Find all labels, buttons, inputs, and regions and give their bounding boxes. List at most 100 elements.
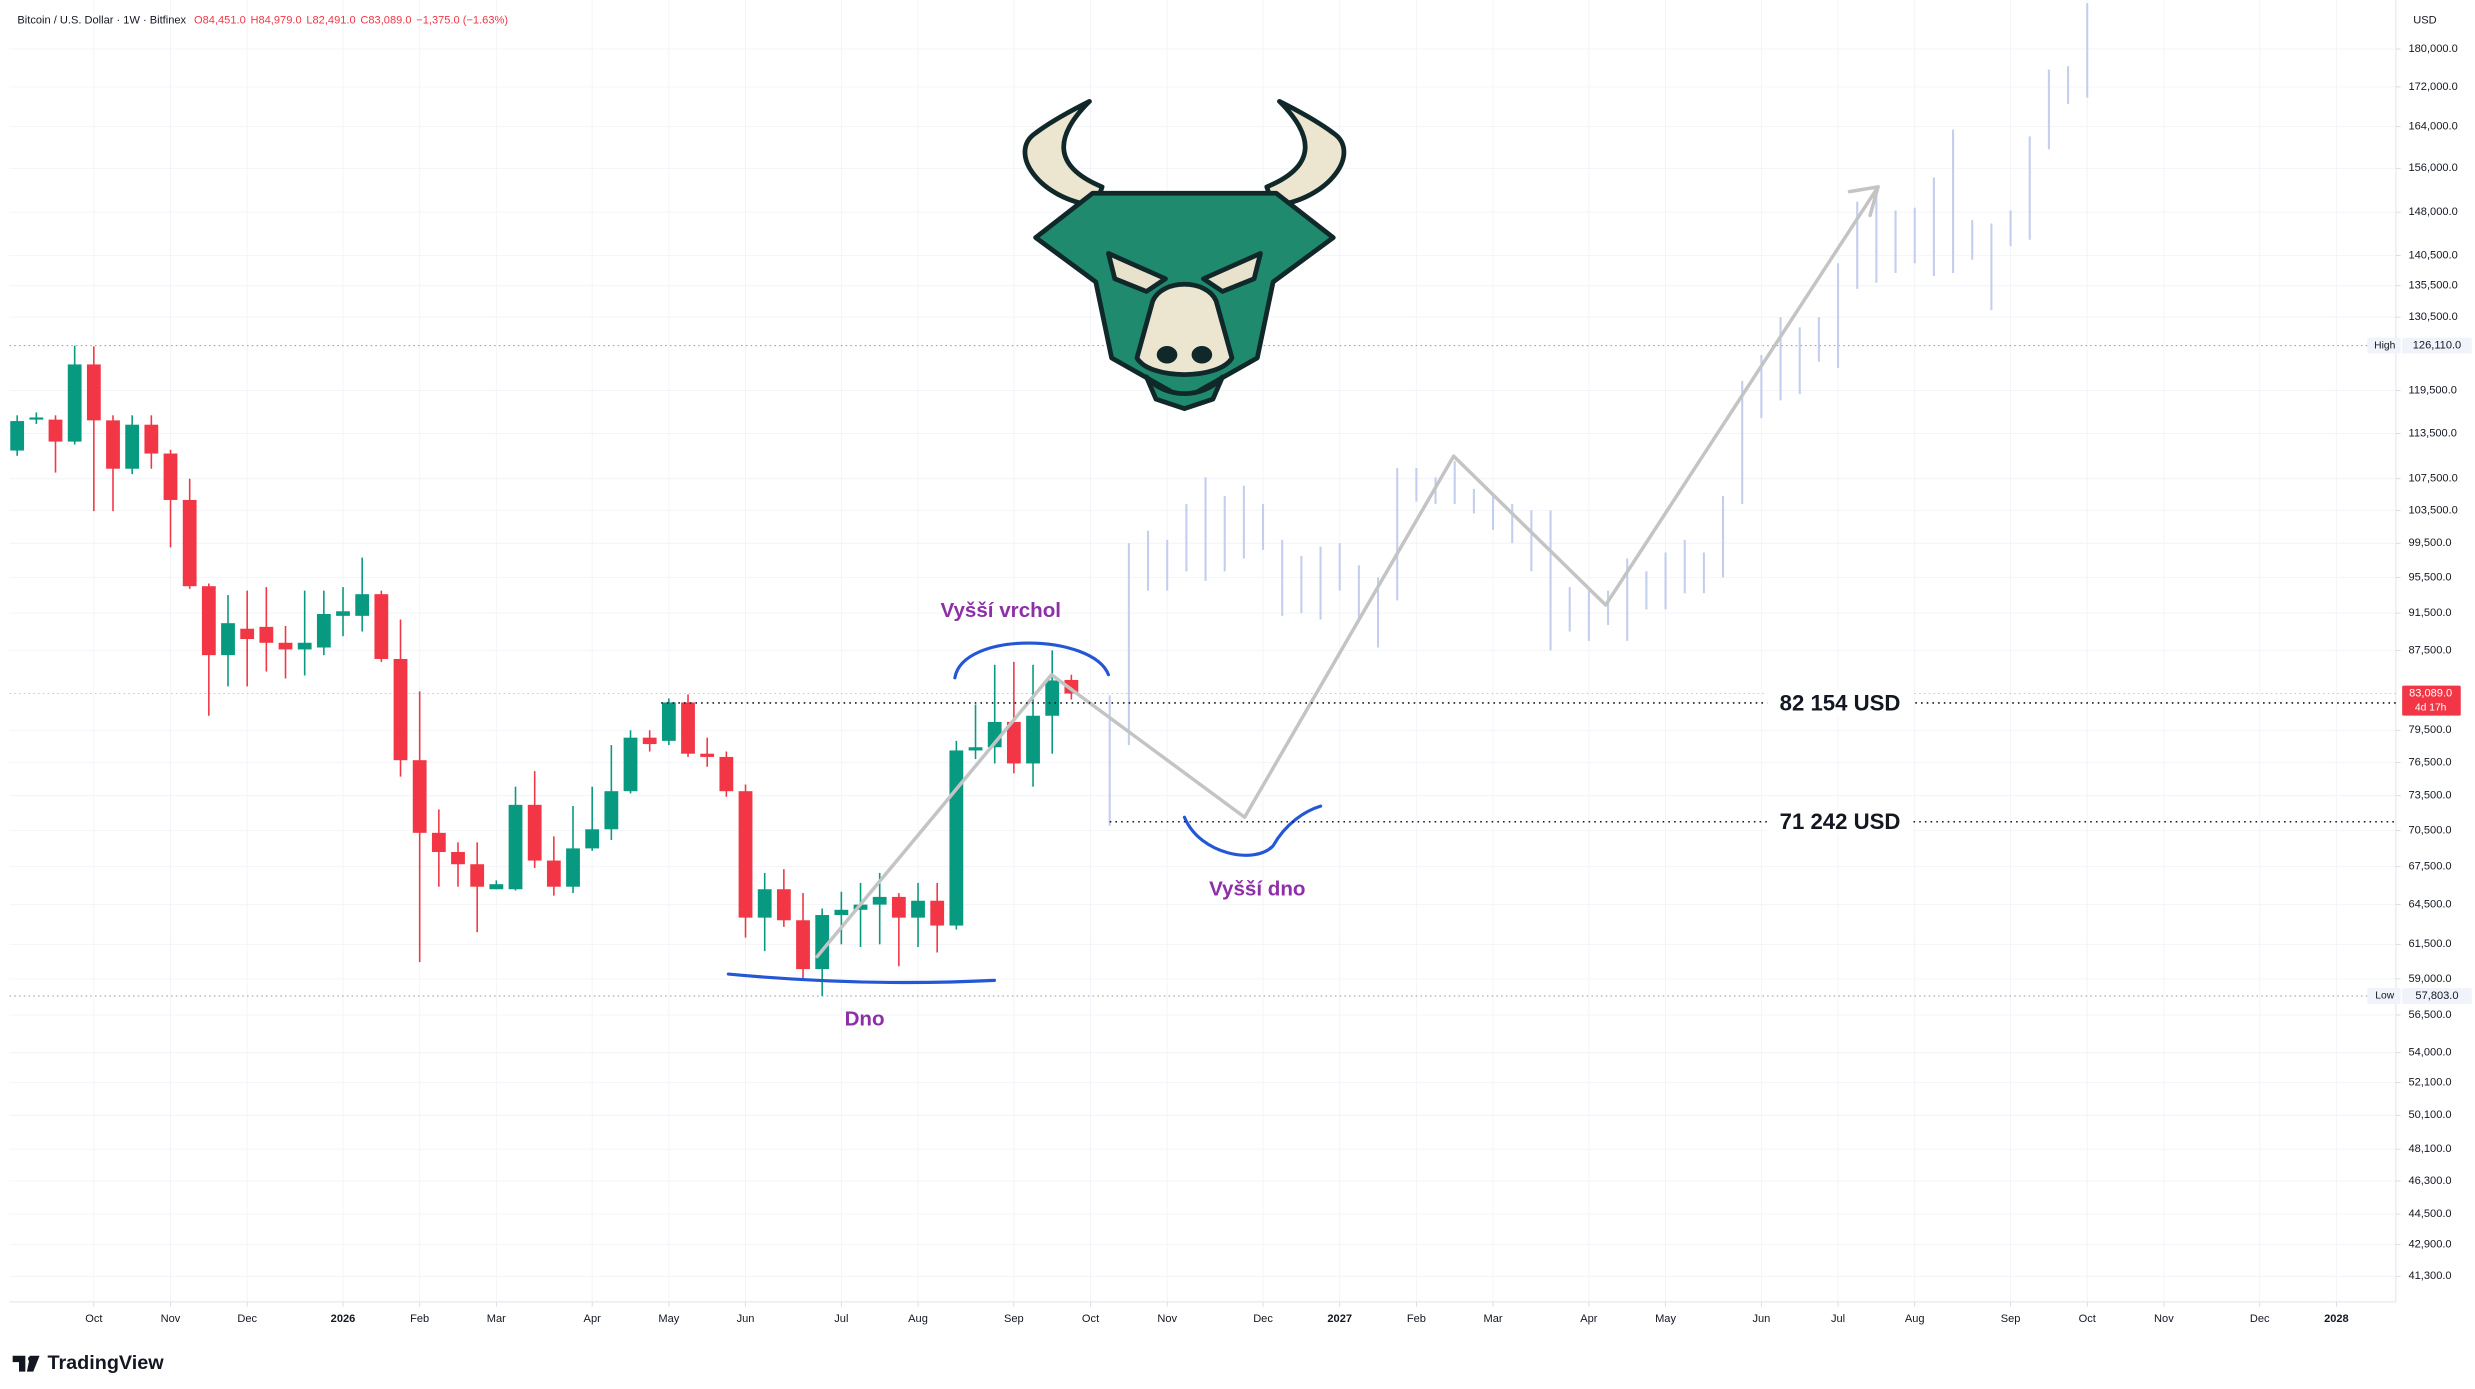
y-tick-label: 156,000.0 <box>2408 162 2457 174</box>
bottom-curve <box>726 972 997 985</box>
x-tick-label: Jul <box>1831 1313 1845 1325</box>
candle-body <box>259 626 274 643</box>
y-tick-label: 64,500.0 <box>2408 899 2451 911</box>
annotation: Vyšší dno <box>1209 878 1305 901</box>
x-tick-label: Mar <box>1484 1313 1503 1325</box>
x-tick-label: Jun <box>737 1313 755 1325</box>
right-nostril <box>1191 346 1213 364</box>
y-tick-label: 91,500.0 <box>2408 607 2451 619</box>
y-tick-label: 180,000.0 <box>2408 43 2457 55</box>
high-value-bg <box>2402 337 2472 354</box>
candle-body <box>1045 680 1060 716</box>
candle-body <box>776 889 791 921</box>
candle-body <box>201 586 216 656</box>
candle-body <box>546 860 561 887</box>
candle-body <box>681 702 695 754</box>
candle-body <box>508 804 523 890</box>
y-tick-label: 87,500.0 <box>2408 644 2451 656</box>
y-tick-label: 44,500.0 <box>2408 1208 2451 1220</box>
y-tick-label: 61,500.0 <box>2408 938 2451 950</box>
x-tick-label: Sep <box>2001 1313 2021 1325</box>
left-horn <box>1022 98 1105 209</box>
high-value: 126,110.0 <box>2413 340 2461 352</box>
overlay-layer: Bitcoin / U.S. Dollar · 1W · Bitfinex O84… <box>17 15 2472 1325</box>
y-tick-label: 103,500.0 <box>2408 504 2457 516</box>
candle-body <box>700 753 715 757</box>
zigzag <box>815 185 1880 959</box>
x-tick-label: Jun <box>1752 1313 1770 1325</box>
x-tick-label: 2028 <box>2324 1313 2349 1325</box>
last-price: 83,089.0 <box>2409 687 2452 699</box>
y-tick-label: 52,100.0 <box>2408 1077 2451 1089</box>
y-tick-label: 73,500.0 <box>2408 790 2451 802</box>
x-tick-label: Feb <box>1407 1313 1426 1325</box>
candle-body <box>834 909 849 916</box>
x-tick-label: Dec <box>2250 1313 2270 1325</box>
candle-body <box>48 419 63 442</box>
candle-body <box>374 594 389 659</box>
candle-body <box>182 499 197 587</box>
candle-body <box>872 896 887 905</box>
pattern-curves <box>726 641 1323 985</box>
candle-body <box>1026 715 1040 764</box>
countdown: 4d 17h <box>2415 702 2447 713</box>
x-tick-label: Apr <box>584 1313 602 1325</box>
y-tick-label: 46,300.0 <box>2408 1175 2451 1187</box>
x-tick-label: Nov <box>161 1313 181 1325</box>
x-tick-label: Oct <box>2079 1313 2096 1325</box>
chart-header: Bitcoin / U.S. Dollar · 1W · Bitfinex O84… <box>17 15 508 27</box>
y-tick-label: 79,500.0 <box>2408 724 2451 736</box>
y-tick-label: 41,300.0 <box>2408 1270 2451 1282</box>
x-tick-label: Aug <box>1905 1313 1925 1325</box>
change: −1,375.0 (−1.63%) <box>416 15 508 27</box>
candle-body <box>316 614 331 648</box>
right-horn <box>1264 98 1347 209</box>
y-unit: USD <box>2413 15 2436 27</box>
x-tick-label: Oct <box>1082 1313 1099 1325</box>
left-eye <box>1106 251 1168 294</box>
right-eye <box>1201 251 1263 294</box>
candle-body <box>470 864 485 887</box>
candle-body <box>930 900 945 926</box>
candle-body <box>355 594 370 616</box>
ohlc-value: O84,451.0 <box>194 15 246 27</box>
candle-body <box>1006 721 1021 764</box>
bull-logo <box>1022 98 1347 411</box>
projection-path <box>815 185 1880 959</box>
candle-body <box>29 417 44 420</box>
candle-body <box>642 737 657 745</box>
annotation: Vyšší vrchol <box>941 599 1061 622</box>
candle-body <box>221 623 235 656</box>
x-tick-label: Nov <box>1157 1313 1177 1325</box>
y-tick-label: 70,500.0 <box>2408 824 2451 836</box>
candle-body <box>163 453 178 500</box>
x-tick-label: Aug <box>908 1313 928 1325</box>
mouth <box>1144 374 1225 411</box>
candle-body <box>719 756 734 792</box>
y-tick-label: 99,500.0 <box>2408 537 2451 549</box>
candle-body <box>489 884 504 890</box>
candle-body <box>67 364 82 442</box>
y-tick-label: 54,000.0 <box>2408 1047 2451 1059</box>
top-curve <box>953 641 1111 680</box>
candle-body <box>297 642 312 650</box>
y-tick-label: 59,000.0 <box>2408 973 2451 985</box>
x-tick-label: Nov <box>2154 1313 2174 1325</box>
candle-body <box>106 420 120 469</box>
candle-body <box>125 424 140 469</box>
candle-body <box>585 829 600 849</box>
candle-body <box>661 702 676 741</box>
high-tag: High <box>2374 340 2395 351</box>
y-tick-label: 42,900.0 <box>2408 1239 2451 1251</box>
ohlc-value: L82,491.0 <box>306 15 355 27</box>
y-tick-label: 76,500.0 <box>2408 756 2451 768</box>
x-tick-label: 2026 <box>331 1313 356 1325</box>
x-tick-label: Mar <box>487 1313 506 1325</box>
y-tick-label: 135,500.0 <box>2408 280 2457 292</box>
x-tick-label: May <box>1655 1313 1676 1325</box>
level-label-bg <box>1767 690 1913 716</box>
x-tick-label: Dec <box>237 1313 257 1325</box>
low-tag-bg <box>2367 988 2401 1004</box>
x-tick-label: Sep <box>1004 1313 1024 1325</box>
